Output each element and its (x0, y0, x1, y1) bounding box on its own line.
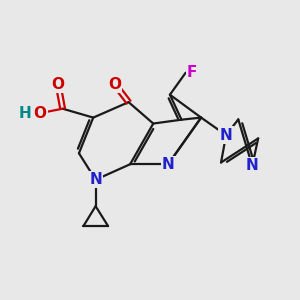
Text: N: N (89, 172, 102, 187)
Text: N: N (246, 158, 259, 173)
Text: N: N (162, 157, 175, 172)
Text: F: F (187, 65, 197, 80)
Text: O: O (108, 76, 121, 92)
Text: O: O (52, 77, 65, 92)
Text: O: O (34, 106, 46, 121)
Text: N: N (220, 128, 232, 142)
Text: H: H (19, 106, 31, 121)
